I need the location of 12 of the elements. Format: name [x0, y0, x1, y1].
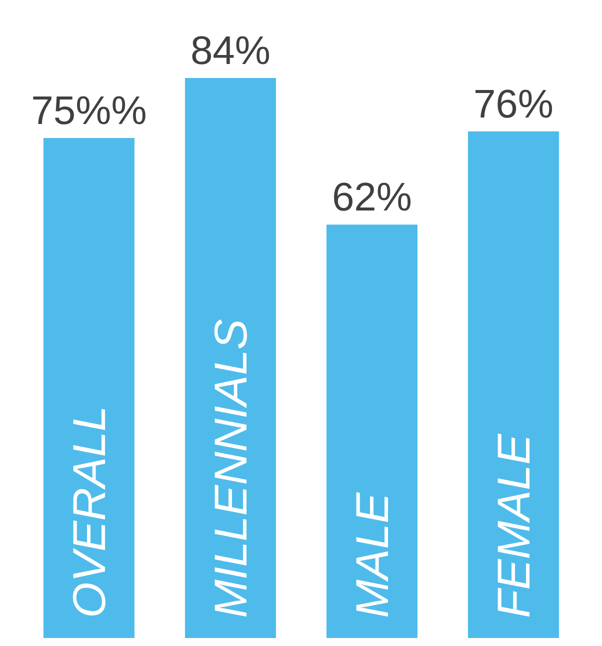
data-label: 75%%: [31, 89, 147, 133]
bar: [326, 224, 418, 638]
x-tick-label: FEMALE: [487, 432, 540, 618]
bar: [43, 138, 134, 638]
data-label: 62%: [332, 176, 412, 220]
x-tick-label: OVERALL: [62, 406, 115, 618]
bar: [184, 78, 276, 638]
data-label: 84%: [190, 29, 270, 73]
bar: [468, 131, 559, 638]
x-tick-label: MILLENNIALS: [204, 318, 256, 618]
x-tick-label: MALE: [346, 491, 398, 618]
data-label: 76%: [473, 82, 554, 126]
